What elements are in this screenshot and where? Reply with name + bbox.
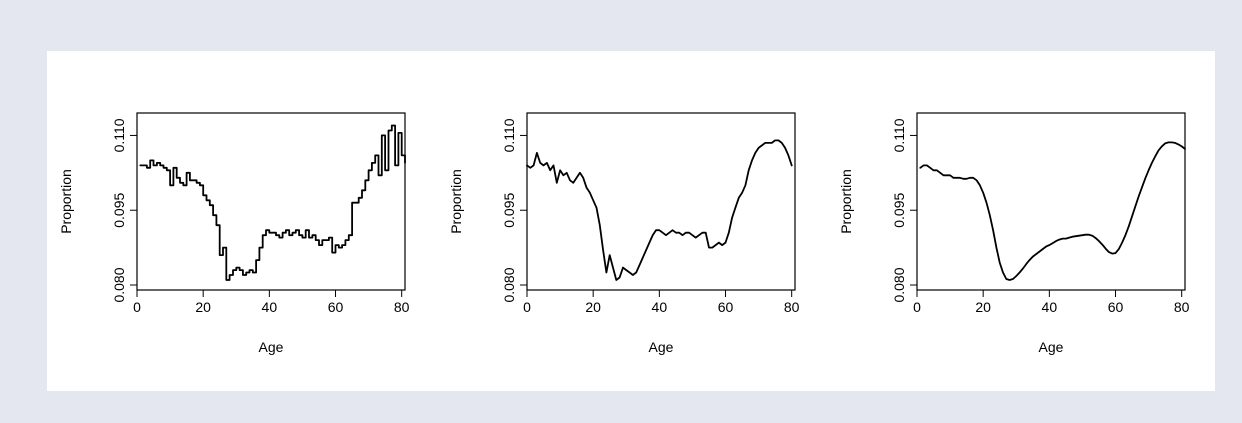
x-tick-label: 60 [1108, 299, 1124, 315]
y-axis-label: Proportion [58, 169, 74, 234]
y-tick-label: 0.110 [891, 118, 907, 152]
x-tick-label: 20 [585, 299, 601, 315]
x-tick-label: 80 [784, 299, 800, 315]
series-line-2-1 [526, 139, 793, 281]
x-tick-label: 0 [913, 299, 921, 315]
plot-frame-2 [526, 112, 796, 291]
x-tick-label: 20 [195, 299, 211, 315]
chart-figure: 0 20 40 60 80 0.080 0.095 0.110 Age Proportion 0 20… [58, 112, 1190, 355]
x-tick-label: 40 [1042, 299, 1058, 315]
x-tick-label: 60 [718, 299, 734, 315]
x-axis-label: Age [649, 339, 674, 355]
y-tick-label: 0.080 [501, 267, 517, 302]
x-tick-label: 0 [133, 299, 141, 315]
y-tick-label: 0.095 [111, 193, 127, 228]
y-axis-label: Proportion [838, 169, 854, 234]
series-line-1-1 [139, 124, 406, 281]
y-tick-label: 0.080 [111, 267, 127, 302]
series-line-3-1 [919, 141, 1186, 281]
x-axis-label: Age [1039, 339, 1064, 355]
x-axis-label: Age [259, 339, 284, 355]
x-tick-label: 40 [262, 299, 278, 315]
x-tick-label: 20 [975, 299, 991, 315]
y-tick-label: 0.110 [501, 118, 517, 152]
x-tick-label: 40 [652, 299, 668, 315]
y-tick-label: 0.080 [891, 267, 907, 302]
plot-frame-1 [136, 112, 406, 291]
y-tick-label: 0.095 [891, 193, 907, 228]
y-tick-label: 0.110 [111, 118, 127, 152]
x-tick-label: 80 [394, 299, 410, 315]
x-tick-label: 60 [328, 299, 344, 315]
x-tick-label: 0 [523, 299, 531, 315]
y-tick-label: 0.095 [501, 193, 517, 228]
x-tick-label: 80 [1174, 299, 1190, 315]
figure-panel: 0 20 40 60 80 0.080 0.095 0.110 Age Proportion 0 20… [47, 51, 1215, 391]
plot-frame-3 [916, 112, 1186, 291]
y-axis-label: Proportion [448, 169, 464, 234]
